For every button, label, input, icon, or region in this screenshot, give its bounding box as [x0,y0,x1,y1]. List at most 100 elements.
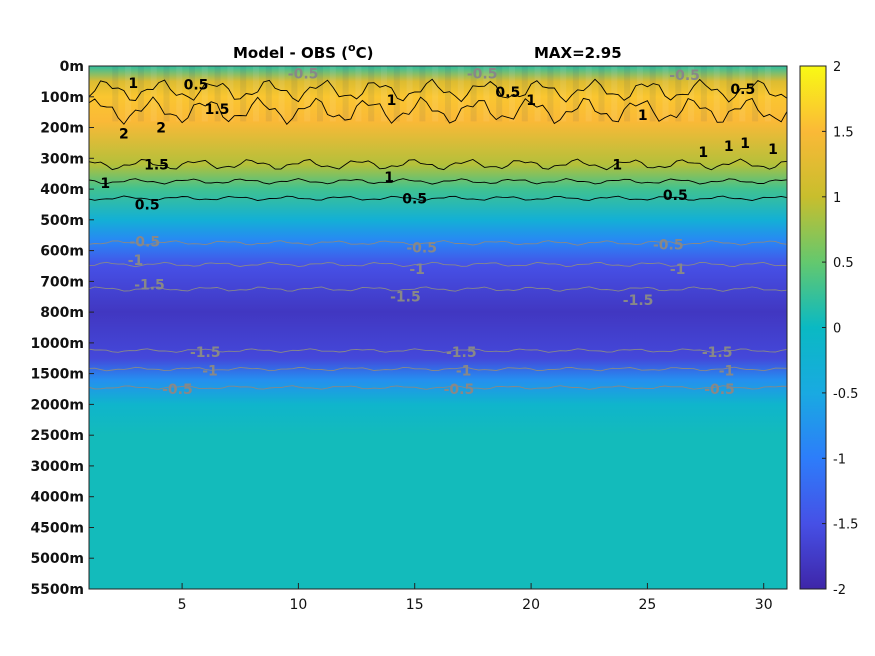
contour-line [88,348,788,353]
y-tick-label: 100m [40,90,84,106]
striation-band [649,66,656,122]
colorbar-tick-label: 2 [833,60,841,75]
striation-band [253,66,259,122]
striation-band [752,66,759,122]
striation-band [393,66,400,122]
contour-label: -1 [202,364,218,380]
striation-band [342,66,349,122]
striation-band [585,66,592,122]
contour-label: -0.5 [704,382,735,398]
striation-band [483,66,490,122]
striation-band [713,66,720,122]
contour-label: -1 [409,262,425,278]
y-tick-label: 600m [40,244,84,260]
contour-label: 1 [128,76,138,92]
striation-band [368,66,375,122]
striation-band [137,66,144,122]
striation-band [509,66,515,122]
striation-band [176,66,183,122]
striation-band [560,66,567,122]
striation-band [278,66,285,122]
colorbar-tick-label: -2 [833,583,846,598]
contour-line [88,195,788,201]
contour-label: -0.5 [444,382,475,398]
contour-label: -0.5 [669,68,700,84]
contour-label: 1 [740,136,750,152]
striation-band [329,66,336,122]
contour-label: 1 [638,108,648,124]
contour-label: 1 [698,145,708,161]
y-tick-label: 500m [40,213,84,229]
contour-line [88,286,788,292]
contour-labels: 1 0.51.52 21.510.510.51-0.50.5 1-0.5110.50.… [100,67,777,398]
contour-label: 1 [724,139,734,155]
contour-label: 1 [387,93,397,109]
contour-line [88,96,788,126]
x-tick-label: 30 [755,597,773,613]
x-tick-label: 10 [289,597,307,613]
chart-title: Model - OBS (oC) [233,41,373,62]
colorbar-ticks: 2 1.5 1 0.5 0 -0.5 -1 -1.5 -2 [822,60,858,598]
y-tick-label: 300m [40,151,84,167]
striation-band [125,66,132,122]
striation-band [636,66,643,122]
y-tick-label: 400m [40,182,84,198]
striation-band [457,66,464,122]
striation-band [688,66,695,122]
colorbar-tick-label: -1.5 [833,518,858,533]
striation-band [470,66,477,122]
y-tick-label: 2000m [30,397,84,413]
x-axis-ticks: 5 10 15 20 25 30 [178,583,773,613]
contour-label: -1 [456,364,472,380]
contour-label: 0.5 [135,197,160,213]
y-tick-label: 4000m [30,490,84,506]
y-tick-label: 5500m [30,582,84,598]
max-annotation: MAX=2.95 [534,44,622,62]
contour-label: -0.5 [162,382,193,398]
striation-band [572,66,579,122]
surface-striations [112,66,771,122]
contour-lines [88,78,788,390]
contour-label: 1 [612,157,622,173]
contour-label: 2 [119,127,129,143]
striation-band [432,66,439,122]
heatmap-field [89,66,787,589]
striation-band [764,66,771,122]
striation-band [163,66,170,122]
contour-label: 1 [100,176,110,192]
striation-band [419,66,426,122]
contour-label: 2 [156,121,166,137]
contour-label: -1.5 [623,293,654,309]
y-tick-label: 0m [60,59,84,75]
striation-band [265,66,272,122]
contour-label: -0.5 [653,237,684,253]
contour-line [88,261,788,268]
striation-band [189,66,195,122]
striation-band [227,66,234,122]
plot-frame [88,65,788,590]
contour-label: 0.5 [184,78,209,94]
y-tick-label: 5000m [30,551,84,567]
colorbar-tick-label: 0 [833,322,841,337]
striation-band [700,66,707,122]
contour-label: -0.5 [467,67,498,83]
striation-band [214,66,221,122]
y-tick-label: 200m [40,121,84,137]
y-axis-ticks: 0m 100m 200m 300m 400m 500m 600m 700m 800m 1000m 1… [30,59,94,598]
x-tick-label: 20 [522,597,540,613]
contour-line [88,385,788,390]
striation-band [662,66,669,122]
contour-line [88,78,788,103]
y-tick-label: 2500m [30,428,84,444]
contour-label: 1.5 [205,102,230,118]
striation-band [521,66,528,122]
contour-label: -1.5 [390,290,421,306]
contour-label: -0.5 [129,234,160,250]
colorbar-tick-label: 1 [833,191,841,206]
contour-label: -0.5 [288,67,319,83]
colorbar-tick-label: 1.5 [833,125,854,140]
contour-label: 0.5 [730,82,755,98]
striation-band [355,66,362,122]
colorbar-tick-label: -0.5 [833,387,858,402]
